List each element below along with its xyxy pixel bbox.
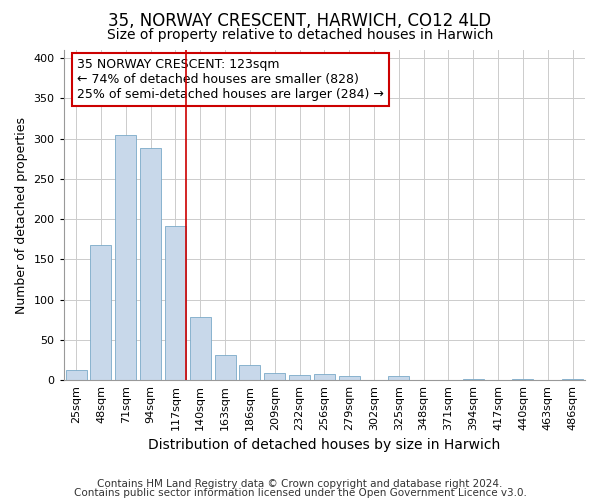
Bar [115,134,136,380]
Text: 35 NORWAY CRESCENT: 123sqm
← 74% of detached houses are smaller (828)
25% of sem: 35 NORWAY CRESCENT: 123sqm ← 74% of deta… [77,58,383,102]
Text: Size of property relative to detached houses in Harwich: Size of property relative to detached ho… [107,28,493,42]
Bar [289,374,310,380]
Bar [140,148,161,380]
Bar [388,376,409,380]
Bar [239,365,260,380]
Bar [512,378,533,380]
Bar [91,245,112,380]
Text: Contains public sector information licensed under the Open Government Licence v3: Contains public sector information licen… [74,488,526,498]
Text: 35, NORWAY CRESCENT, HARWICH, CO12 4LD: 35, NORWAY CRESCENT, HARWICH, CO12 4LD [109,12,491,30]
Bar [65,370,86,380]
Text: Contains HM Land Registry data © Crown copyright and database right 2024.: Contains HM Land Registry data © Crown c… [97,479,503,489]
Bar [215,355,236,380]
Bar [314,374,335,380]
Bar [338,376,360,380]
Y-axis label: Number of detached properties: Number of detached properties [15,116,28,314]
Bar [165,226,186,380]
Bar [264,373,285,380]
Bar [562,378,583,380]
Bar [463,378,484,380]
X-axis label: Distribution of detached houses by size in Harwich: Distribution of detached houses by size … [148,438,500,452]
Bar [190,318,211,380]
